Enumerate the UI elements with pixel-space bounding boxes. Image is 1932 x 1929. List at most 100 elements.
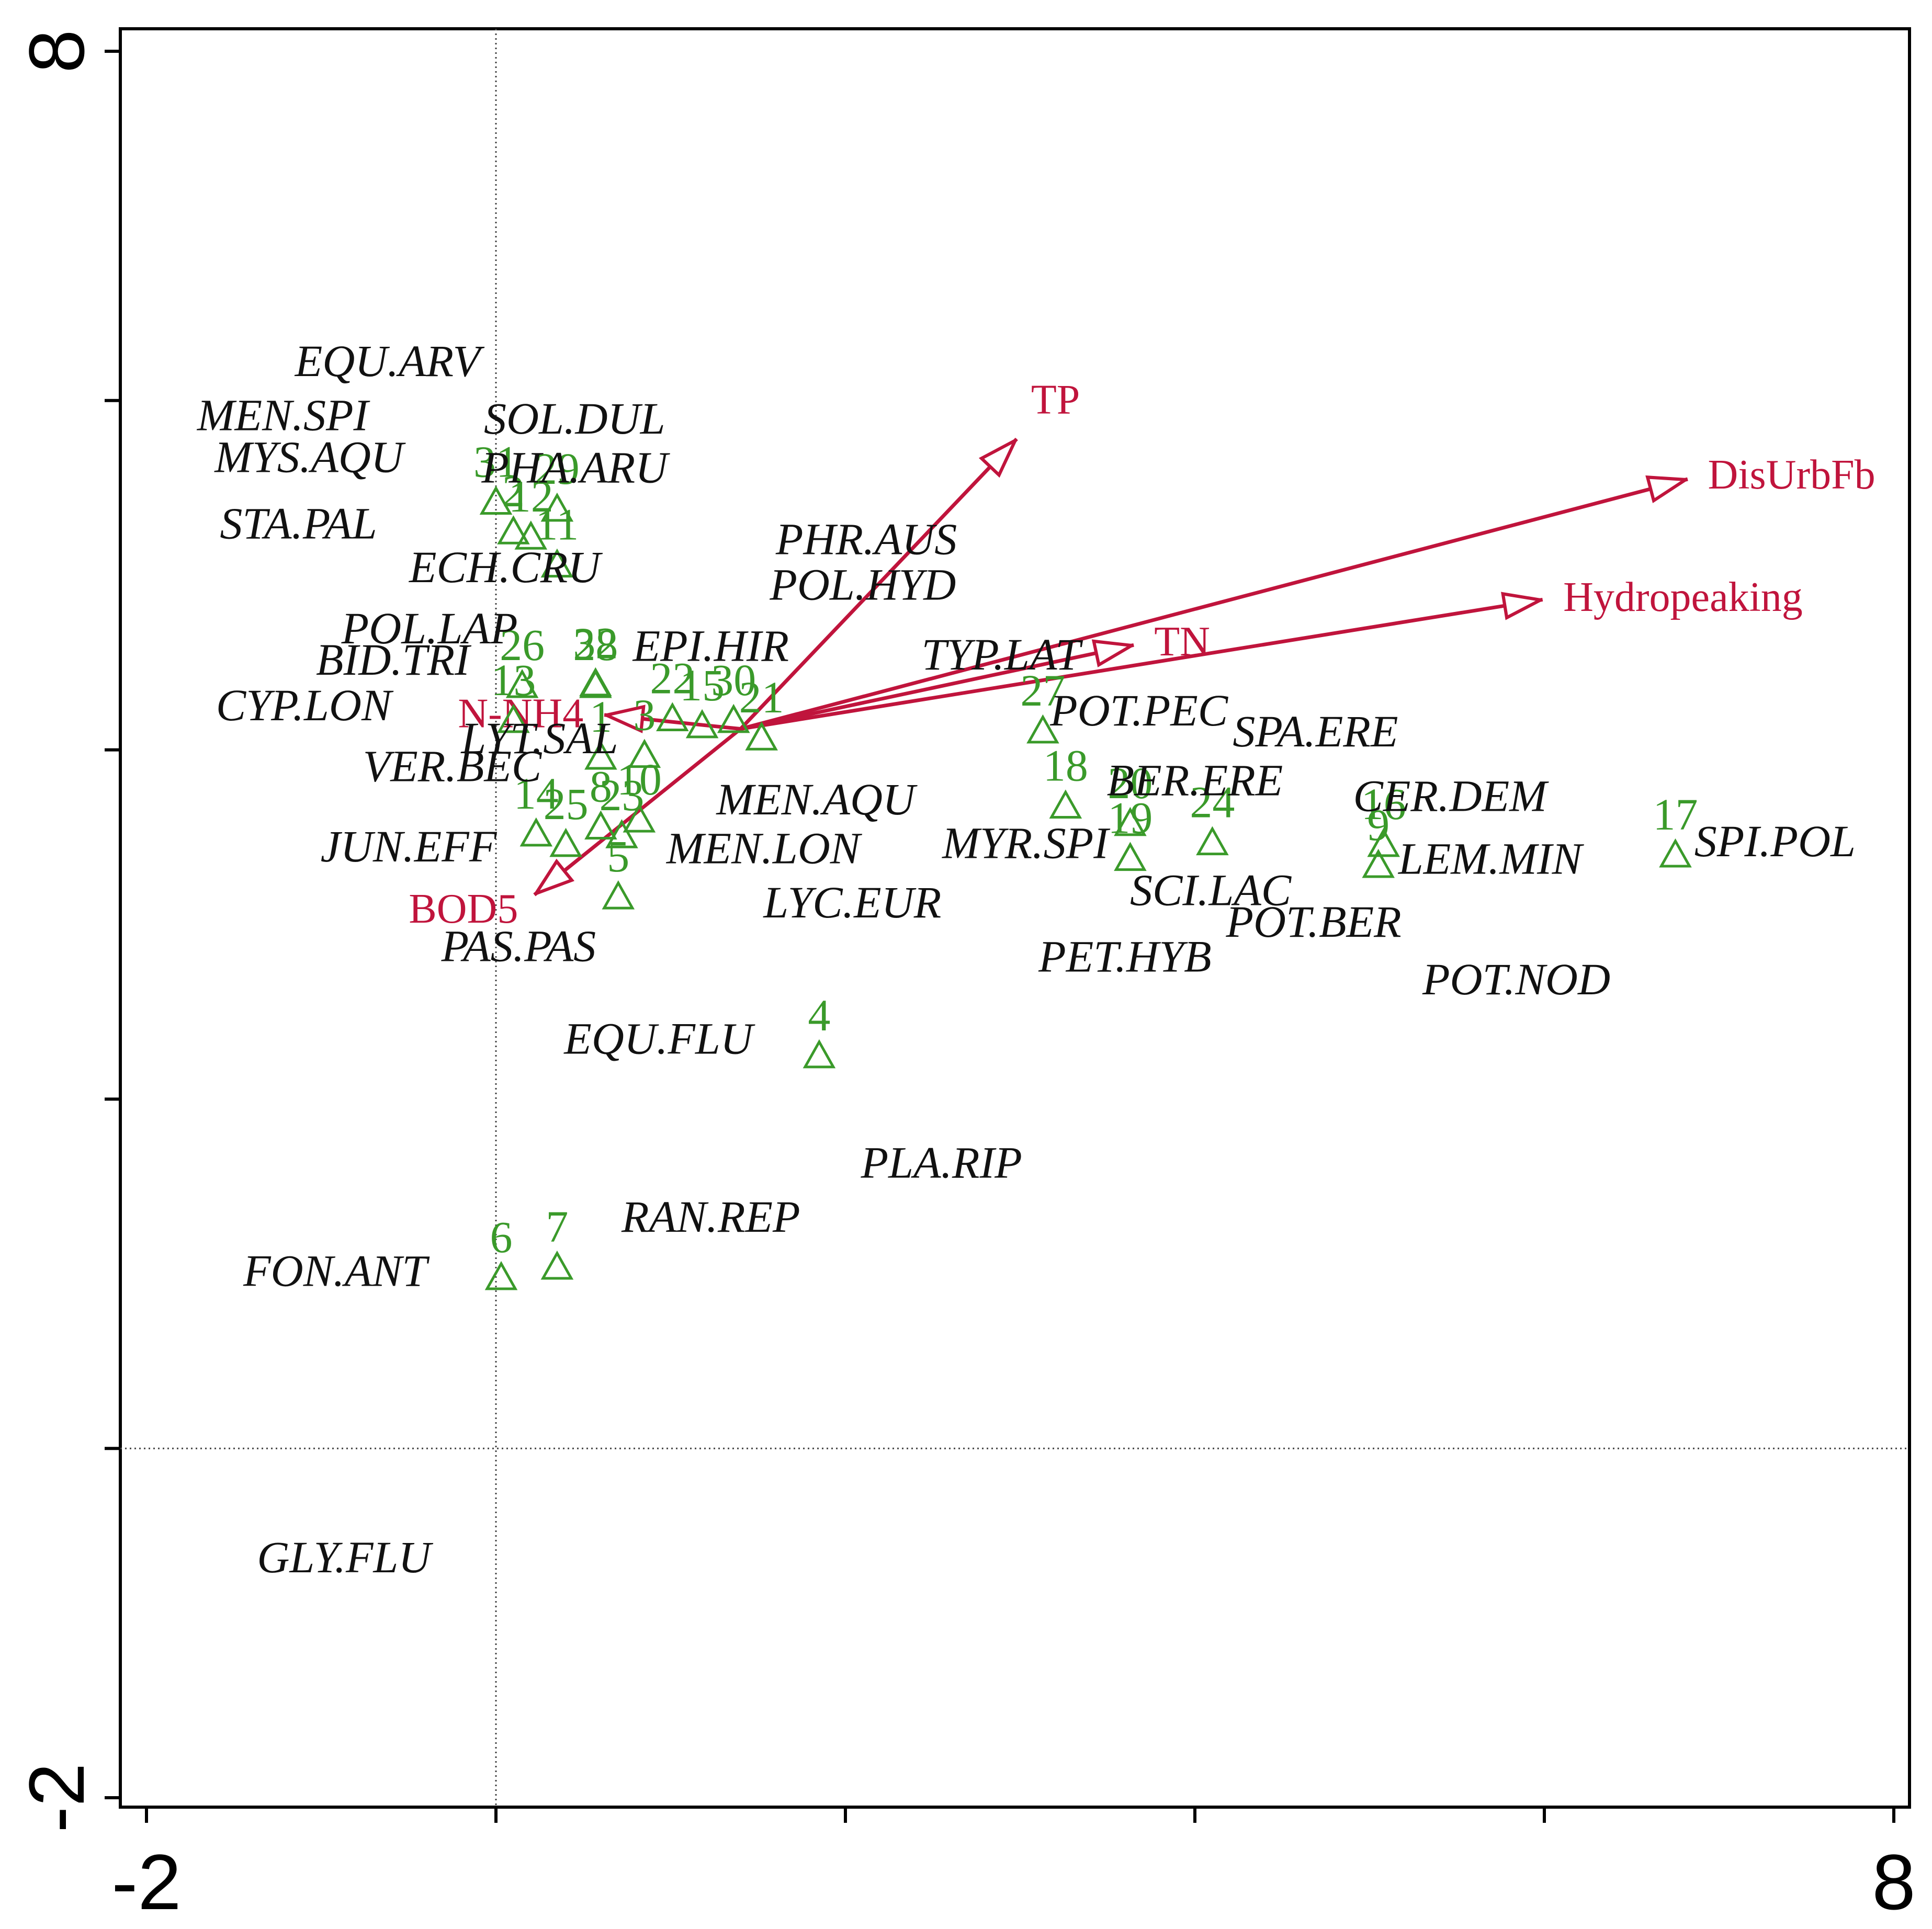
species-label-pol-lap: POL.LAP: [341, 603, 518, 653]
species-label-mys-aqu: MYS.AQU: [213, 432, 406, 482]
env-label-tp: TP: [1031, 377, 1080, 423]
species-label-myr-spi: MYR.SPI: [941, 818, 1110, 868]
site-marker: [540, 492, 574, 522]
species-label-spi-pol: SPI.POL: [1694, 816, 1856, 866]
site-marker: [479, 485, 513, 515]
species-label-pas-pas: PAS.PAS: [441, 921, 596, 971]
species-label-pet-hyb: PET.HYB: [1038, 932, 1211, 982]
site-label: 29: [535, 444, 580, 494]
site-marker: [605, 819, 638, 848]
environment-arrows: TP DisUrbFb Hydropeaking TN N-NH4 BOD5: [409, 377, 1875, 932]
site-marker: [540, 548, 574, 578]
x-tick-label: 8: [1872, 1838, 1915, 1926]
site-marker: [602, 880, 635, 910]
site-label: 7: [546, 1201, 568, 1252]
species-label-epi-hir: EPI.HIR: [632, 620, 789, 671]
site-label: 14: [514, 768, 559, 819]
site-label: 25: [544, 779, 589, 829]
site-label: 11: [535, 500, 579, 550]
site-label: 32: [573, 618, 618, 668]
species-label-typ-lat: TYP.LAT: [921, 629, 1083, 679]
species-label-pla-rip: PLA.RIP: [861, 1138, 1022, 1188]
species-label-cyp-lon: CYP.LON: [216, 680, 394, 730]
site-marker: [1196, 826, 1229, 856]
site-marker: [1659, 838, 1692, 868]
site-marker: [1114, 807, 1147, 836]
species-label-lyt-sal: LYT.SAL: [460, 713, 618, 763]
site-label: 31: [473, 436, 518, 486]
site-label: 10: [617, 754, 662, 804]
species-label-lyc-eur: LYC.EUR: [762, 877, 941, 927]
site-marker: [1367, 827, 1400, 857]
site-label: 6: [490, 1212, 513, 1262]
site-label: 3: [633, 690, 656, 740]
species-label-ver-bec: VER.BEC: [363, 741, 543, 791]
species-label-phr-aus: PHR.AUS: [775, 514, 957, 564]
site-marker: [584, 810, 617, 840]
env-label-disurbfb: DisUrbFb: [1708, 452, 1875, 498]
env-label-bod5: BOD5: [409, 886, 518, 932]
env-arrow-hydropeaking: [740, 599, 1543, 731]
site-marker: [505, 668, 539, 698]
species-label-equ-flu: EQU.FLU: [563, 1014, 755, 1064]
site-marker: [540, 1250, 574, 1280]
env-label-n-nh4: N-NH4: [458, 691, 583, 737]
species-label-fon-ant: FON.ANT: [243, 1246, 430, 1296]
site-label: 20: [1108, 758, 1153, 808]
species-label-equ-arv: EQU.ARV: [294, 336, 485, 386]
env-label-hydropeaking: Hydropeaking: [1563, 574, 1803, 620]
site-label: 30: [711, 655, 756, 705]
site-marker: [1114, 842, 1147, 871]
species-label-sci-lac: SCI.LAC: [1130, 865, 1292, 915]
y-tick-label: -2: [13, 1763, 100, 1832]
site-marker: [628, 739, 661, 768]
env-arrow-n-nh4: [604, 715, 741, 729]
species-label-sta-pal: STA.PAL: [220, 498, 377, 549]
species-label-ber-ere: BER.ERE: [1107, 755, 1283, 805]
env-arrow-tn: [740, 645, 1134, 731]
site-marker: [514, 520, 548, 550]
species-label-lem-min: LEM.MIN: [1397, 834, 1585, 884]
site-marker: [519, 817, 553, 847]
site-marker: [656, 702, 689, 731]
species-label-ran-rep: RAN.REP: [621, 1192, 800, 1242]
species-label-pot-ber: POT.BER: [1226, 897, 1402, 947]
site-marker: [1362, 848, 1395, 878]
site-marker: [717, 703, 750, 733]
species-label-men-lon: MEN.LON: [665, 823, 863, 873]
species-label-jun-eff: JUN.EFF: [321, 821, 498, 871]
site-marker: [484, 1261, 518, 1290]
species-label-ech-cru: ECH.CRU: [408, 542, 603, 592]
site-marker: [685, 709, 719, 739]
env-arrow-tp: [739, 439, 1017, 730]
site-marker: [584, 740, 617, 770]
site-label: 8: [590, 762, 612, 812]
site-label: 23: [599, 770, 644, 820]
species-label-men-spi: MEN.SPI: [196, 390, 370, 440]
site-label: 17: [1653, 789, 1698, 839]
species-label-pot-pec: POT.PEC: [1049, 685, 1229, 735]
site-label: 4: [808, 990, 830, 1040]
x-tick-label: -2: [111, 1838, 181, 1926]
species-label-pol-hyd: POL.HYD: [769, 559, 956, 609]
site-marker: [497, 515, 530, 544]
axes: -2 8 -2 8: [13, 29, 1916, 1926]
species-label-bid-tri: BID.TRI: [316, 634, 471, 685]
site-marker: [1026, 714, 1059, 744]
site-label: 18: [1043, 740, 1088, 790]
reference-lines: [120, 29, 1910, 1807]
species-label-men-aqu: MEN.AQU: [715, 774, 918, 824]
species-label-pha-aru: PHA.ARU: [481, 442, 670, 493]
site-label: 16: [1361, 779, 1406, 829]
plot-frame: [119, 27, 1911, 1809]
site-marker: [803, 1039, 836, 1069]
species-label-spa-ere: SPA.ERE: [1233, 706, 1398, 756]
site-label: 24: [1190, 777, 1235, 827]
env-label-tn: TN: [1154, 619, 1210, 665]
site-label: 26: [500, 620, 545, 670]
site-marker: [745, 721, 778, 751]
